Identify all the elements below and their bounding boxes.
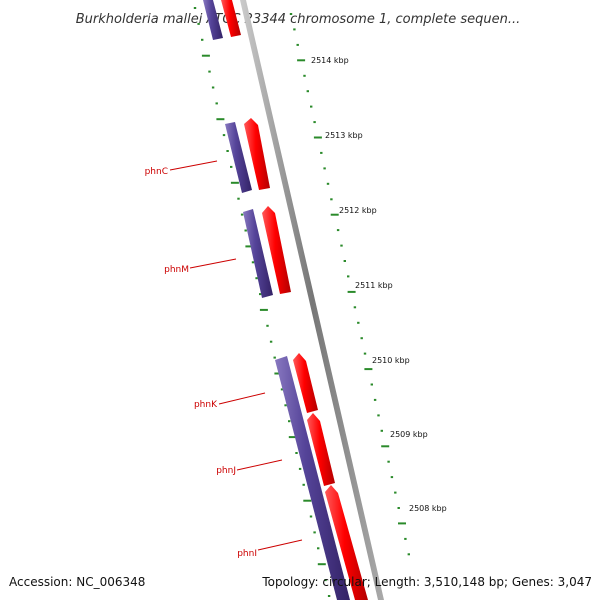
kbp-label: 2510 kbp [372, 356, 410, 365]
kbp-labels: 2514 kbp 2513 kbp 2512 kbp 2511 kbp 2510… [311, 56, 447, 513]
gene-leader-line [169, 160, 218, 171]
gene-labels: phnC phnM phnK phnJ phnI [145, 160, 303, 559]
gene-leader-line [189, 258, 237, 269]
feature-phnK-reverse [275, 356, 350, 600]
accession-text: Accession: NC_006348 [9, 575, 145, 589]
kbp-label: 2509 kbp [390, 430, 428, 439]
kbp-label: 2514 kbp [311, 56, 349, 65]
feature-phnI-forward [325, 485, 368, 600]
summary-text: Topology: circular; Length: 3,510,148 bp… [261, 575, 592, 589]
feature-top-forward [221, 0, 241, 37]
gene-label-phnC: phnC [145, 167, 168, 177]
kbp-label: 2511 kbp [355, 281, 393, 290]
kbp-label: 2512 kbp [339, 206, 377, 215]
gene-leader-line [218, 392, 266, 405]
feature-top-reverse [203, 0, 223, 40]
map-title: Burkholderia mallei ATCC 23344 chromosom… [76, 12, 521, 27]
feature-phnC-reverse [225, 122, 252, 193]
gene-label-phnM: phnM [164, 265, 189, 275]
gene-label-phnJ: phnJ [216, 466, 236, 476]
gene-leader-line [257, 539, 303, 551]
kbp-label: 2508 kbp [409, 504, 447, 513]
feature-phnJ-forward [307, 413, 335, 486]
kbp-label: 2513 kbp [325, 131, 363, 140]
feature-phnM-reverse [243, 209, 273, 298]
feature-phnK-forward [293, 353, 318, 413]
feature-phnM-forward [262, 206, 291, 294]
gene-label-phnI: phnI [237, 549, 257, 559]
sequence-backbone [240, 0, 384, 600]
gene-leader-line [236, 459, 283, 471]
tick-marks [193, 7, 410, 597]
feature-phnC-forward [244, 118, 270, 190]
feature-track [203, 0, 368, 600]
gene-label-phnK: phnK [194, 400, 218, 410]
